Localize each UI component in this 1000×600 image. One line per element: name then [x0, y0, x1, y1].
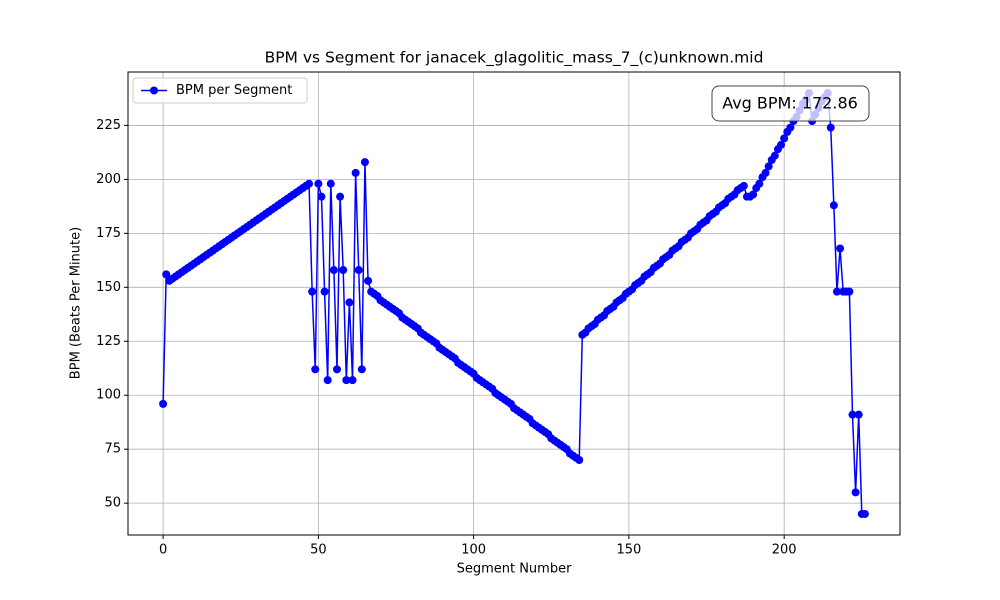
data-point [780, 134, 789, 143]
y-tick-label: 100 [96, 388, 121, 403]
data-point [162, 270, 171, 279]
x-tick-label: 0 [159, 543, 167, 558]
legend-marker [150, 86, 158, 95]
y-tick-label: 150 [96, 280, 121, 295]
x-tick-label: 50 [310, 543, 327, 558]
legend-box [132, 77, 308, 104]
data-point [357, 365, 366, 374]
data-point [305, 179, 314, 188]
data-point [575, 455, 584, 464]
data-point [326, 179, 335, 188]
data-point [345, 298, 354, 307]
data-point [339, 266, 348, 275]
data-point [764, 162, 773, 171]
y-tick-label: 175 [96, 226, 121, 241]
x-axis-label: Segment Number [457, 562, 573, 577]
y-axis-label: BPM (Beats Per Minute) [69, 227, 84, 379]
data-point [826, 123, 835, 132]
data-point [308, 287, 317, 296]
y-tick-label: 200 [96, 172, 121, 187]
data-point [761, 168, 770, 177]
legend-label: BPM per Segment [176, 83, 292, 98]
x-tick-label: 150 [616, 543, 641, 558]
data-point [854, 410, 863, 419]
data-point [314, 179, 323, 188]
x-tick-label: 200 [772, 543, 797, 558]
data-point [851, 488, 860, 497]
chart-title: BPM vs Segment for janacek_glagolitic_ma… [265, 49, 764, 68]
data-point [348, 376, 357, 385]
data-point [360, 158, 369, 167]
data-point [320, 287, 329, 296]
y-tick-label: 75 [104, 442, 121, 457]
data-point [770, 151, 779, 160]
annotation-box [711, 85, 870, 122]
y-tick-label: 125 [96, 334, 121, 349]
data-point [777, 140, 786, 149]
data-point [336, 192, 345, 201]
data-point [323, 376, 332, 385]
data-point [836, 244, 845, 253]
data-point [755, 179, 764, 188]
data-point [860, 509, 869, 518]
plot-frame [127, 71, 901, 536]
data-point [332, 365, 341, 374]
y-tick-label: 225 [96, 118, 121, 133]
data-point [845, 287, 854, 296]
y-tick-label: 50 [104, 496, 121, 511]
data-point [739, 181, 748, 190]
data-point [848, 410, 857, 419]
data-point [311, 365, 320, 374]
data-point [364, 276, 373, 285]
data-point [159, 399, 168, 408]
x-tick-label: 100 [461, 543, 486, 558]
data-point [354, 266, 363, 275]
series-line [162, 90, 865, 515]
data-point [829, 201, 838, 210]
data-point [832, 287, 841, 296]
data-point [317, 192, 326, 201]
data-point [749, 190, 758, 199]
annotation: Avg BPM: 172.86 [722, 94, 858, 113]
data-point [351, 168, 360, 177]
data-point [342, 376, 351, 385]
data-point [329, 266, 338, 275]
data-point [786, 123, 795, 132]
